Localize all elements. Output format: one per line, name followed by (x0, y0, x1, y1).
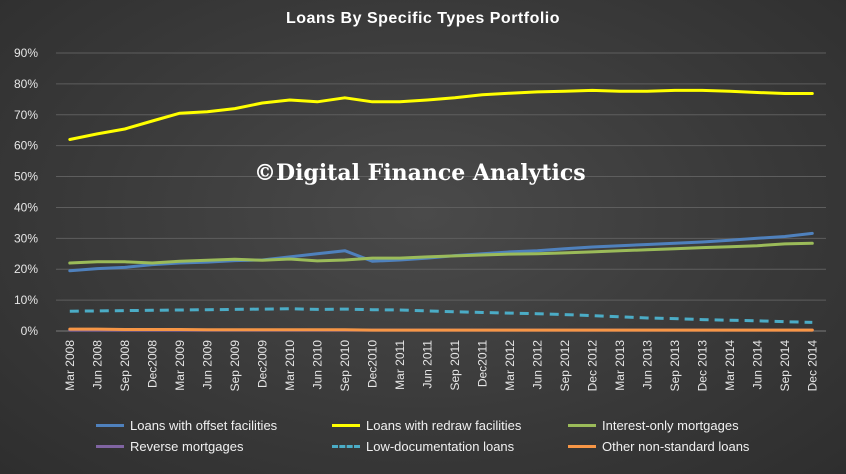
legend-label: Low-documentation loans (366, 439, 515, 454)
x-tick-label: Sep 2008 (118, 340, 132, 392)
legend-item: Loans with offset facilities (96, 418, 332, 433)
legend-swatch (332, 424, 360, 427)
legend-item: Interest-only mortgages (568, 418, 796, 433)
x-tick-label: Dec2010 (365, 340, 379, 388)
legend: Loans with offset facilities Loans with r… (96, 418, 796, 454)
legend-swatch (568, 445, 596, 448)
y-tick-label: 80% (14, 77, 38, 91)
x-tick-label: Mar 2009 (173, 340, 187, 391)
legend-swatch (332, 445, 360, 448)
x-tick-label: Jun 2013 (640, 340, 654, 390)
y-tick-label: 50% (14, 170, 38, 184)
y-tick-label: 0% (21, 324, 39, 338)
x-tick-label: Mar 2014 (723, 340, 737, 391)
legend-label: Interest-only mortgages (602, 418, 739, 433)
x-tick-label: Dec 2012 (585, 340, 599, 392)
x-tick-label: Dec2011 (475, 340, 489, 387)
y-tick-label: 90% (14, 46, 38, 60)
y-tick-label: 60% (14, 139, 38, 153)
x-tick-label: Sep 2013 (668, 340, 682, 392)
legend-label: Other non-standard loans (602, 439, 750, 454)
x-tick-label: Jun 2012 (530, 340, 544, 390)
x-tick-label: Mar 2011 (393, 340, 407, 390)
series-line-5 (68, 327, 814, 332)
y-tick-label: 30% (14, 231, 38, 245)
legend-label: Loans with offset facilities (130, 418, 278, 433)
x-tick-label: Mar 2012 (503, 340, 517, 391)
series-line-4 (69, 307, 813, 324)
x-tick-label: Mar 2010 (283, 340, 297, 391)
series-line-0 (68, 231, 814, 273)
x-tick-label: Dec2008 (145, 340, 159, 388)
legend-item: Low-documentation loans (332, 439, 568, 454)
y-tick-label: 70% (14, 108, 38, 122)
grid-lines (56, 52, 826, 332)
x-tick-label: Sep 2014 (778, 340, 792, 392)
x-tick-label: Jun 2009 (200, 340, 214, 390)
x-tick-label: Jun 2014 (750, 340, 764, 390)
x-tick-label: Dec 2014 (805, 340, 819, 392)
x-tick-label: Jun 2010 (310, 340, 324, 390)
x-tick-label: Dec2009 (255, 340, 269, 388)
legend-label: Loans with redraw facilities (366, 418, 522, 433)
legend-swatch (568, 424, 596, 427)
legend-label: Reverse mortgages (130, 439, 244, 454)
series-line-2 (68, 241, 814, 265)
x-tick-label: Jun 2008 (90, 340, 104, 390)
legend-swatch (96, 445, 124, 448)
x-tick-label: Sep 2012 (558, 340, 572, 392)
y-axis: 0% 10% 20% 30% 40% 50% 60% 70% 80% 90% (14, 46, 38, 338)
y-tick-label: 40% (14, 200, 38, 214)
legend-item: Other non-standard loans (568, 439, 796, 454)
legend-item: Reverse mortgages (96, 439, 332, 454)
x-tick-label: Jun 2011 (420, 340, 434, 389)
series-line-1 (68, 88, 814, 141)
x-tick-label: Dec 2013 (695, 340, 709, 392)
x-tick-label: Sep 2010 (338, 340, 352, 392)
y-tick-label: 20% (14, 262, 38, 276)
series-lines (68, 88, 814, 332)
watermark: ©Digital Finance Analytics (254, 160, 586, 186)
legend-swatch (96, 424, 124, 427)
chart-title: Loans By Specific Types Portfolio (285, 10, 561, 27)
y-tick-label: 10% (14, 293, 38, 307)
legend-item: Loans with redraw facilities (332, 418, 568, 433)
x-axis: Mar 2008 Jun 2008 Sep 2008 Dec2008 Mar 2009 J… (63, 340, 820, 392)
x-tick-label: Sep 2009 (228, 340, 242, 392)
x-tick-label: Mar 2008 (63, 340, 77, 391)
x-tick-label: Mar 2013 (613, 340, 627, 391)
x-tick-label: Sep 2011 (448, 340, 462, 391)
